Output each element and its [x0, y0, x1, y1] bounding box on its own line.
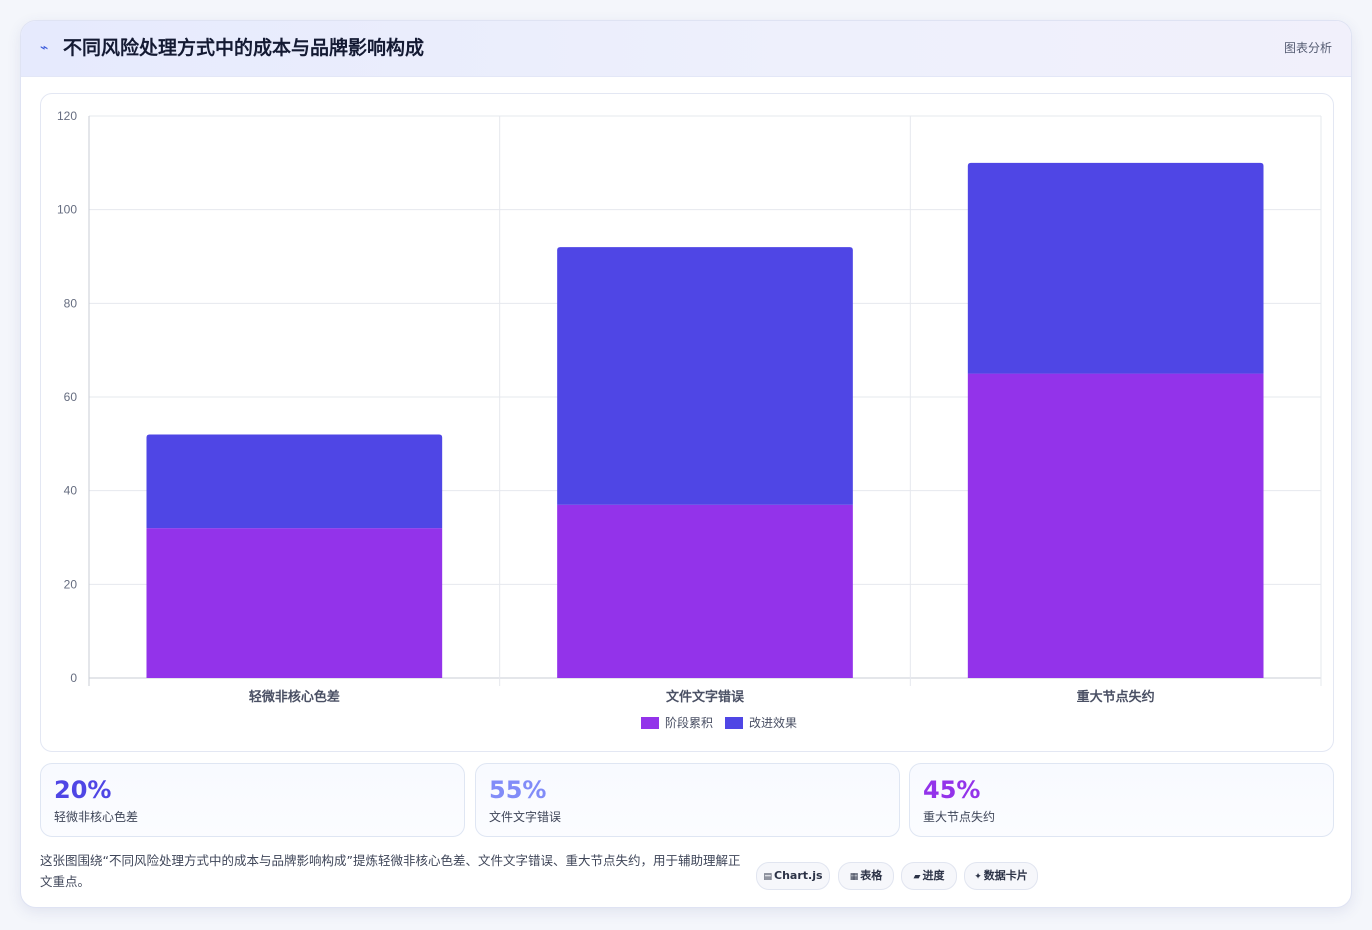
page-title: 不同风险处理方式中的成本与品牌影响构成	[63, 37, 425, 59]
stat-card-1: 20% 轻微非核心色差	[40, 763, 465, 837]
chart-description: 这张图围绕“不同风险处理方式中的成本与品牌影响构成”提炼轻微非核心色差、文件文字…	[40, 853, 741, 889]
y-tick-label: 100	[57, 203, 77, 217]
chart-line-icon: ⌁	[40, 40, 49, 56]
chart-card: ⌁ 不同风险处理方式中的成本与品牌影响构成 图表分析 0 20 40 60 80 100 1…	[20, 20, 1352, 908]
stat-card-2: 55% 文件文字错误	[475, 763, 900, 837]
header-tag: 图表分析	[1283, 41, 1332, 55]
bar-segment	[967, 162, 1264, 374]
x-tick-label: 文件文字错误	[666, 689, 745, 705]
legend-swatch	[725, 717, 743, 729]
stat-label: 轻微非核心色差	[54, 810, 139, 824]
stat-value: 55%	[489, 776, 547, 804]
legend-swatch	[641, 717, 659, 729]
stat-card-3: 45% 重大节点失约	[909, 763, 1334, 837]
y-tick-label: 20	[64, 577, 78, 591]
stat-value: 45%	[923, 776, 981, 804]
chip-progress[interactable]: ▰ 进度	[901, 862, 957, 890]
chart-icon: ▤	[763, 872, 772, 882]
stat-value: 20%	[54, 776, 112, 804]
bar-segment	[146, 434, 443, 529]
chip-label: 表格	[860, 869, 883, 882]
chip-table[interactable]: ▦ 表格	[838, 862, 894, 890]
chip-label: 数据卡片	[983, 869, 1028, 882]
table-icon: ▦	[849, 872, 859, 882]
bar-segment	[967, 373, 1264, 678]
y-tick-label: 120	[57, 109, 77, 123]
stat-label: 文件文字错误	[489, 810, 562, 824]
y-tick-label: 60	[64, 390, 78, 404]
legend-label: 改进效果	[749, 715, 797, 730]
y-tick-label: 0	[70, 671, 77, 685]
y-tick-label: 40	[64, 484, 78, 498]
card-header: ⌁ 不同风险处理方式中的成本与品牌影响构成 图表分析	[21, 21, 1351, 77]
bar-segment	[557, 504, 853, 678]
progress-icon: ▰	[913, 872, 921, 882]
chip-label: Chart.js	[774, 869, 823, 882]
chart-panel: 0 20 40 60 80 100 120 轻微非核心色差 文件文字错误 重大节点失约阶段累积 改进…	[40, 93, 1334, 752]
sparkle-icon: ✦	[974, 872, 982, 882]
chip-label: 进度	[922, 869, 945, 882]
bar-segment	[557, 247, 853, 505]
x-tick-label: 轻微非核心色差	[249, 689, 340, 705]
bar-segment	[146, 528, 443, 678]
chip-chartjs[interactable]: ▤ Chart.js	[756, 862, 830, 890]
legend-label: 阶段累积	[665, 715, 713, 730]
x-tick-label: 重大节点失约	[1077, 689, 1155, 705]
stat-label: 重大节点失约	[923, 810, 996, 824]
chip-data-card[interactable]: ✦ 数据卡片	[964, 862, 1038, 890]
y-tick-label: 80	[64, 296, 78, 310]
